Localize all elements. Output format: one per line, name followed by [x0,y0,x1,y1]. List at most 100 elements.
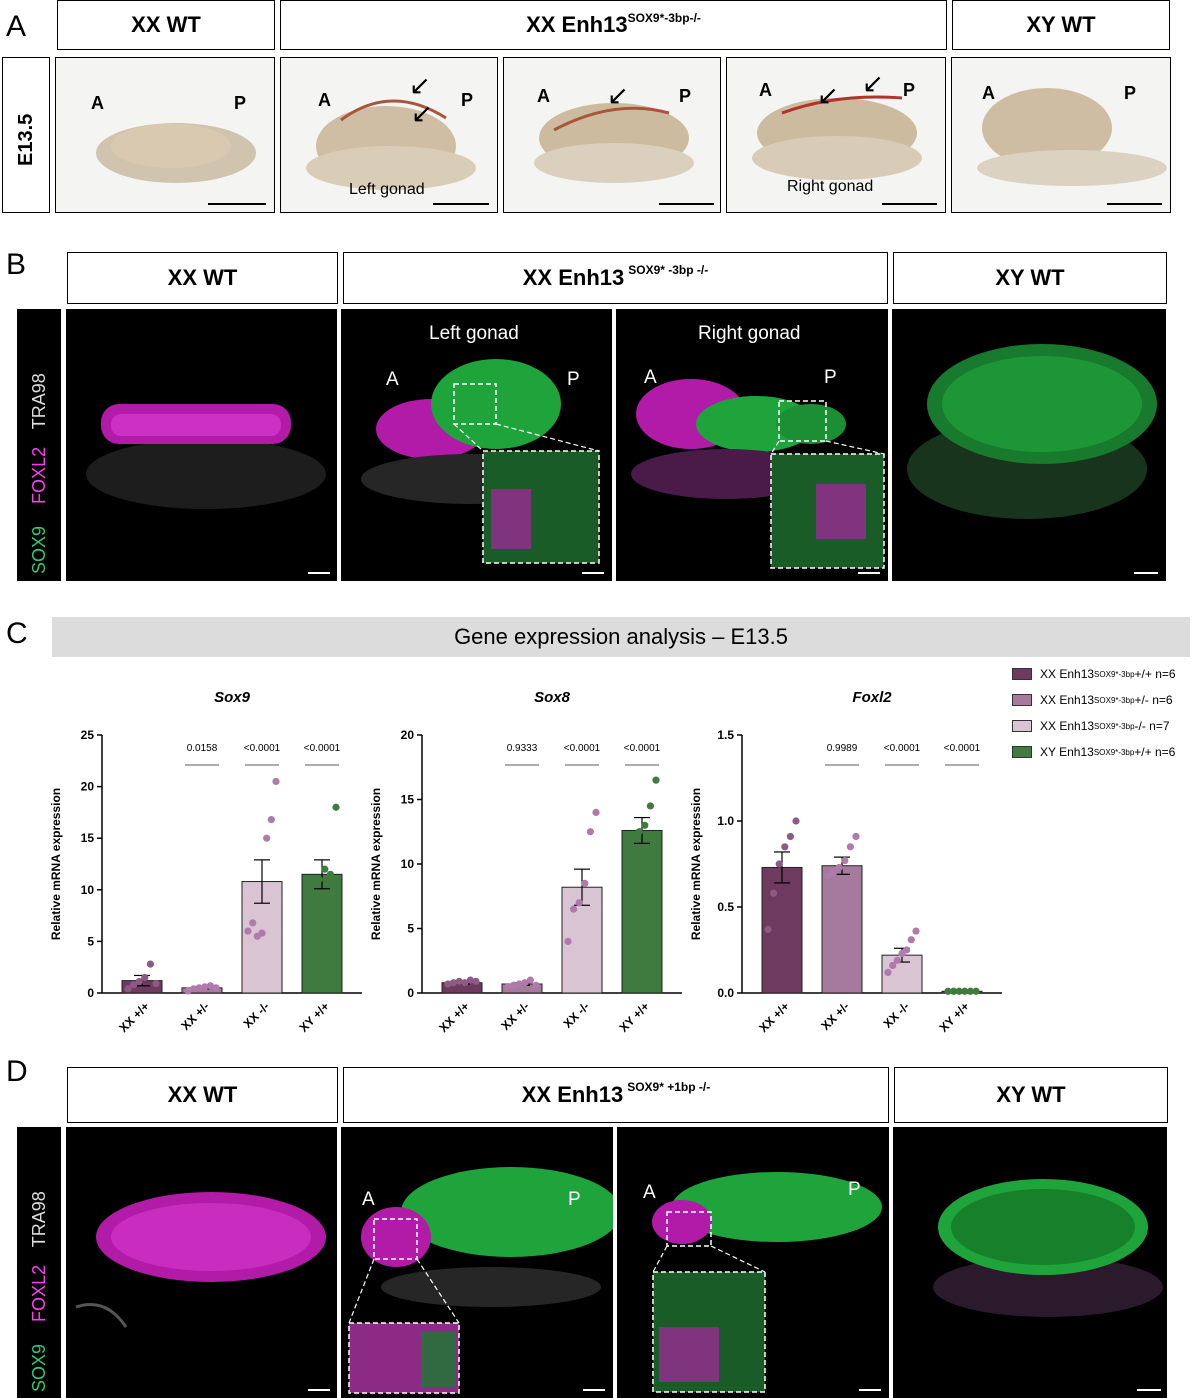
data-point [564,937,572,945]
panel-label-b: B [6,248,27,281]
legend-suffix: +/+ n=6 [1134,667,1176,681]
data-point [781,843,789,851]
y-tick-label: 10 [81,883,95,897]
micrograph-xx-wt-b [66,309,337,581]
gonad-shape [752,95,922,180]
chart-sox9: Sox9 0 5 10 15 20 25 Relative mRNA expression XX… [49,689,362,1035]
gonad-shape [306,99,476,190]
legend-text: XY Enh13 [1040,745,1094,759]
gonad-shape [977,88,1167,186]
data-point [893,956,901,964]
tissue-shape [631,379,885,569]
data-point [852,832,860,841]
gonad-shape [534,103,694,183]
y-axis-label: Relative mRNA expression [689,788,703,940]
p-value-label: <0.0001 [624,743,661,754]
x-tick-label: XX +/+ [116,999,152,1035]
data-point [455,977,463,985]
x-tick-label: XY +/+ [296,999,332,1035]
data-point [966,987,974,995]
posterior-label: P [567,369,580,390]
gene-expression-banner: Gene expression analysis – E13.5 [52,617,1190,657]
data-point [592,808,600,816]
tissue-shape [652,1172,882,1393]
legend-item: XX Enh13 SOX9*-3bp +/+ n=6 [1012,667,1176,681]
scale-bar [659,203,714,205]
data-point [824,872,832,880]
row-label-text: E13.5 [15,113,37,166]
panel-label-a: A [6,10,27,43]
data-point [884,968,892,976]
micrograph-xy-wt-b [892,309,1166,581]
y-axis-label: Relative mRNA expression [369,788,383,940]
row-label-e135: E13.5 [2,57,50,213]
y-tick-label: 5 [407,922,414,936]
y-tick-label: 20 [401,728,415,742]
sox9-label: SOX9 [29,525,49,574]
y-tick-label: 5 [87,934,94,948]
anterior-label: A [318,90,331,110]
data-point [955,987,963,995]
chart-foxl2: Foxl2 0.0 0.5 1.0 1.5 Relative mRNA expressio… [689,689,1002,1035]
data-point [315,875,323,884]
posterior-label: P [461,90,474,110]
legend-swatch [1012,720,1032,732]
arrow-icon: ↙ [409,70,431,100]
header-text: XX WT [167,1082,238,1107]
legend-suffix: -/- n=7 [1134,719,1170,733]
data-point [641,821,649,829]
data-point [201,983,209,991]
data-point [332,803,340,811]
tissue-shape [907,344,1157,519]
data-point [570,905,578,913]
legend-superscript: SOX9*-3bp [1094,695,1135,705]
x-tick-label: XX +/+ [756,999,792,1035]
header-xx-wt-d: XX WT [67,1067,338,1123]
legend-text: XX Enh13 [1040,693,1095,707]
tissue-shape [75,1192,326,1328]
sox9-label: SOX9 [29,1343,49,1392]
chart-legend: XX Enh13 SOX9*-3bp +/+ n=6 XX Enh13 SOX9*-… [1012,667,1200,797]
scale-bar [859,1389,881,1391]
anterior-label: A [362,1189,375,1210]
tra98-label: TRA98 [29,1191,49,1248]
data-point [521,979,529,987]
micrograph-mutant-left-d: A P [341,1127,613,1398]
p-value-label: <0.0001 [564,743,601,754]
data-point [450,979,458,987]
left-gonad-title: Left gonad [429,323,519,344]
chart-title: Foxl2 [852,689,892,706]
micrograph-mutant-right-d: A P [617,1127,889,1398]
data-point [272,777,280,786]
header-text: XY WT [995,265,1065,290]
data-point [263,834,271,842]
data-point [630,847,638,855]
p-value-label: 0.9333 [507,743,538,754]
scale-bar [582,572,604,574]
posterior-label: P [1124,83,1137,103]
y-tick-label: 1.0 [717,814,734,828]
scale-bar [208,203,266,205]
micrograph-right-gonad-b: Right gonad A P [616,309,888,581]
anterior-label: A [537,86,550,106]
data-point [903,946,911,954]
y-tick-label: 15 [401,793,415,807]
header-xy-wt-d: XY WT [894,1067,1168,1123]
channel-label-row: SOX9 FOXL2 TRA98 [29,1191,50,1392]
data-point [515,980,523,988]
header-mutant-a: XX Enh13 SOX9*-3bp-/- [280,0,947,50]
channel-legend-d: SOX9 FOXL2 TRA98 [17,1127,61,1398]
legend-swatch [1012,668,1032,680]
arrow-icon: ↙ [411,98,433,128]
data-point [526,976,534,984]
anterior-label: A [386,369,399,390]
y-tick-label: 1.5 [717,728,734,742]
legend-item: XX Enh13 SOX9*-3bp -/- n=7 [1012,719,1170,733]
bar [821,865,863,994]
legend-superscript: SOX9*-3bp [1094,721,1135,731]
data-point [212,984,220,992]
data-point [124,985,132,993]
x-tick-label: XX -/- [241,999,273,1031]
arrow-icon: ↙ [607,80,629,110]
gonad-caption: Right gonad [787,178,874,195]
